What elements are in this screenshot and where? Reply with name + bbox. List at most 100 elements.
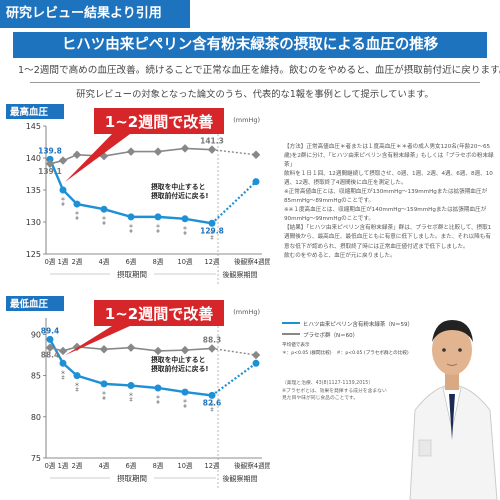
legend-swatch-treatment: [282, 322, 300, 328]
diastolic-panel: 最低血圧 (mmHg) 75 80 85 90 0週 1週 2週 4週 6週 8週 10週 12週 後観察4…: [6, 296, 270, 492]
y-unit: (mmHg): [233, 308, 260, 316]
intake-label-bg: [110, 472, 154, 483]
x-tick-label: 6週: [126, 461, 137, 470]
data-label: 89.4: [41, 326, 60, 335]
placebo-point: [180, 345, 190, 355]
x-tick-label: 12週: [205, 257, 220, 266]
sig-mark: ＃: [182, 404, 187, 410]
legend: ヒハツ由来ピペリン含有粉末緑茶（N＝59） プラセボ群（N＝60） 平均値で表示…: [282, 320, 413, 358]
stop-note-1: 摂取を中止すると: [151, 355, 205, 364]
x-tick-label: 後観察4週間後: [234, 461, 270, 470]
treatment-point: [252, 359, 260, 367]
y-tick-label: 145: [26, 122, 41, 131]
x-tick-label: 1週: [58, 257, 69, 266]
x-tick-label: 10週: [178, 461, 193, 470]
placebo-point: [99, 345, 109, 354]
y-tick-label: 135: [26, 186, 41, 195]
source-citation: （薬理と治療、43(8)1127-1139,2015）: [282, 381, 374, 386]
treatment-point: [252, 178, 260, 186]
stop-note-1: 摂取を中止すると: [151, 182, 205, 191]
note-result: 【結果】「ヒハツ由来ピペリン含有粉末緑茶」群は、プラセボ群と比較して、摂取1週間…: [284, 225, 492, 250]
placebo-note: ※プラセボとは、効果を発揮する成分を含まない: [282, 388, 387, 394]
x-tick-label: 0週: [45, 257, 56, 266]
treatment-point: [100, 380, 108, 388]
callout-arrow: [65, 134, 130, 182]
chart-title-bg: [6, 104, 64, 119]
treatment-point: [127, 382, 135, 390]
sig-mark: ＃: [128, 398, 133, 404]
intake-label: 摂取期間: [117, 473, 147, 483]
legend-note-mean: 平均値で表示: [282, 343, 310, 348]
placebo-point: [72, 150, 82, 160]
x-tick-label: 12週: [205, 461, 220, 470]
sig-mark: ＃: [101, 396, 106, 402]
placebo-point: [153, 346, 163, 356]
chart-title: 最高血圧: [10, 106, 49, 118]
intake-label: 摂取期間: [117, 269, 147, 279]
sig-mark: ＊: [101, 390, 107, 397]
note-def-1: ※正常高値血圧とは、収縮期血圧が130mmHg～139mmHgまたは拡張期血圧が…: [284, 189, 488, 205]
callout-bg: [94, 300, 224, 326]
placebo-point: [180, 144, 190, 153]
x-tick-label: 2週: [72, 461, 83, 470]
treatment-point: [208, 391, 216, 399]
x-tick-label: 8週: [153, 461, 164, 470]
sig-mark: ＊: [74, 210, 80, 217]
summary-line: 1～2週間で高めの血圧改善。続けることで正常な血圧を維持。飲むのをやめると、血圧…: [18, 65, 500, 76]
data-label: 129.8: [200, 226, 224, 235]
stop-note-2: 摂取前付近に戻る!: [151, 191, 208, 200]
treatment-point: [46, 155, 54, 163]
page-title: ヒハツ由来ピペリン含有粉末緑茶の摂取による血圧の推移: [13, 32, 487, 58]
sig-mark: ＊: [209, 401, 215, 408]
x-tick-label: 2週: [72, 257, 83, 266]
treatment-point: [59, 359, 67, 367]
legend-note-significance: ＊：p<0.05 (群間比較) ＃：p<0.05 (プラセボ群との比較): [282, 351, 409, 356]
x-tick-label: 後観察4週間後: [234, 257, 270, 266]
sig-mark: ＃: [128, 229, 133, 235]
callout-text: 1~2週間で改善: [105, 305, 213, 323]
sig-mark: ＃: [74, 388, 79, 394]
chart-svg: 最低血圧 (mmHg) 75 80 85 90 0週 1週 2週 4週 6週 8週 10週 12週 後観察4…: [6, 296, 270, 488]
sig-mark: ＊: [60, 369, 66, 376]
treatment-point: [73, 372, 81, 380]
sig-mark: ＊: [209, 229, 215, 236]
treatment-point: [154, 213, 162, 221]
doctor-photo: [409, 320, 498, 500]
y-tick-label: 80: [31, 413, 41, 422]
note-def-2: ※※１度高血圧とは、収縮期血圧が140mmHg～159mmHgまたは拡張期血圧が…: [284, 207, 487, 223]
placebo-point: [126, 343, 136, 352]
series-tail-1: [211, 148, 257, 156]
y-tick-label: 130: [26, 218, 41, 227]
x-tick-label: 4週: [99, 461, 110, 470]
series-tail-0: [211, 180, 257, 225]
y-tick-label: 125: [26, 250, 41, 259]
sig-mark: ＊: [155, 394, 161, 401]
after-label: 後観察期間: [223, 270, 258, 279]
sig-mark: ＊: [60, 196, 66, 203]
data-label: 88.4: [41, 351, 60, 360]
series-tail-0: [211, 362, 257, 397]
x-tick-label: 0週: [45, 461, 56, 470]
y-unit: (mmHg): [233, 116, 260, 124]
y-tick-label: 140: [26, 154, 41, 163]
data-label: 88.3: [203, 335, 222, 344]
data-label: 141.3: [200, 137, 224, 146]
placebo-point: [251, 150, 261, 160]
series-tail-1: [211, 347, 257, 356]
sig-mark: ＊: [128, 223, 134, 230]
treatment-point: [100, 205, 108, 213]
legend-swatch-placebo: [282, 333, 300, 339]
treatment-point: [154, 384, 162, 392]
sources: （薬理と治療、43(8)1127-1139,2015） ※プラセボとは、効果を発…: [282, 380, 412, 403]
sig-mark: ＊: [182, 398, 188, 405]
data-label: 139.1: [38, 167, 62, 176]
x-tick-label: 8週: [153, 257, 164, 266]
sig-mark: ＊: [128, 392, 134, 399]
sig-mark: ＊: [182, 225, 188, 232]
data-label: 82.6: [203, 398, 222, 407]
y-tick-label: 90: [31, 330, 41, 339]
placebo-point: [126, 147, 136, 156]
placebo-point: [207, 145, 217, 154]
x-tick-label: 4週: [99, 257, 110, 266]
sig-mark: ＊: [101, 215, 107, 222]
